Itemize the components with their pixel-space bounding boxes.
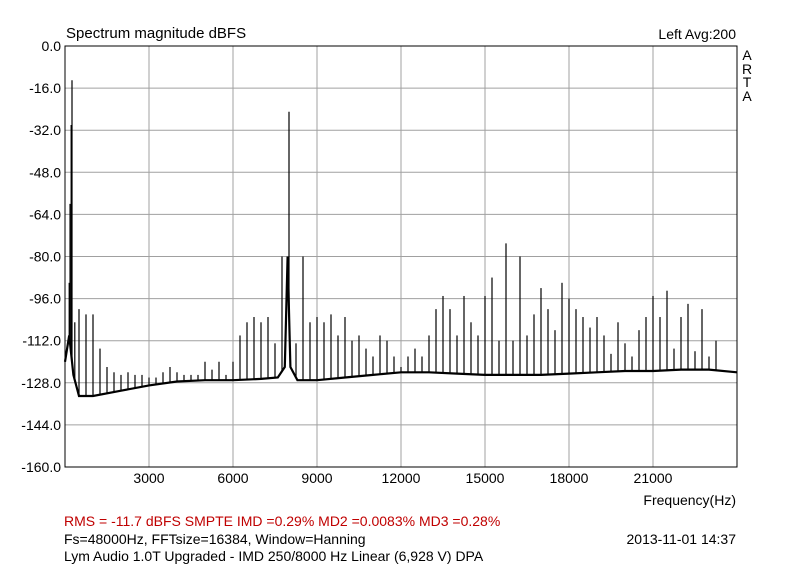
y-tick-label: -80.0 xyxy=(29,249,61,265)
grid-lines xyxy=(65,45,737,468)
x-tick-label: 12000 xyxy=(382,470,421,486)
x-tick-label: 6000 xyxy=(217,470,248,486)
x-tick-label: 15000 xyxy=(466,470,505,486)
watermark-letter: R xyxy=(741,60,753,77)
timestamp: 2013-11-01 14:37 xyxy=(626,531,737,547)
y-tick-label: -32.0 xyxy=(29,122,61,138)
watermark-letter: A xyxy=(742,47,752,63)
y-tick-label: -48.0 xyxy=(29,164,61,180)
fft-parameters: Fs=48000Hz, FFTsize=16384, Window=Hannin… xyxy=(64,531,366,547)
y-tick-label: -112.0 xyxy=(22,333,61,349)
arta-watermark: A R T A xyxy=(740,47,754,104)
y-tick-label: -128.0 xyxy=(21,375,61,391)
y-tick-label: -160.0 xyxy=(21,459,61,475)
x-tick-label: 21000 xyxy=(634,470,673,486)
y-tick-label: -144.0 xyxy=(21,417,61,433)
y-tick-label: -96.0 xyxy=(29,291,61,307)
y-tick-label: -16.0 xyxy=(29,80,61,96)
measurement-stats: RMS = -11.7 dBFS SMPTE IMD =0.29% MD2 =0… xyxy=(64,513,501,529)
y-tick-label: -64.0 xyxy=(29,206,61,222)
x-axis-label: Frequency(Hz) xyxy=(643,492,736,508)
watermark-letter: T xyxy=(742,74,752,90)
plot-frame xyxy=(64,45,738,468)
y-axis-ticks: 0.0 -16.0 -32.0 -48.0 -64.0 -80.0 -96.0 -112.0 -… xyxy=(21,38,61,475)
x-tick-label: 9000 xyxy=(301,470,332,486)
x-tick-label: 18000 xyxy=(550,470,589,486)
channel-average-label: Left Avg:200 xyxy=(658,26,736,42)
x-axis-ticks: 3000 6000 9000 12000 15000 18000 21000 xyxy=(133,470,672,486)
device-description: Lym Audio 1.0T Upgraded - IMD 250/8000 H… xyxy=(64,548,484,564)
noise-floor-line xyxy=(63,256,738,398)
chart-title: Spectrum magnitude dBFS xyxy=(66,25,247,42)
watermark-letter: A xyxy=(742,87,752,104)
spectrum-series xyxy=(63,80,738,398)
x-tick-label: 3000 xyxy=(133,470,164,486)
y-tick-label: 0.0 xyxy=(42,38,62,54)
